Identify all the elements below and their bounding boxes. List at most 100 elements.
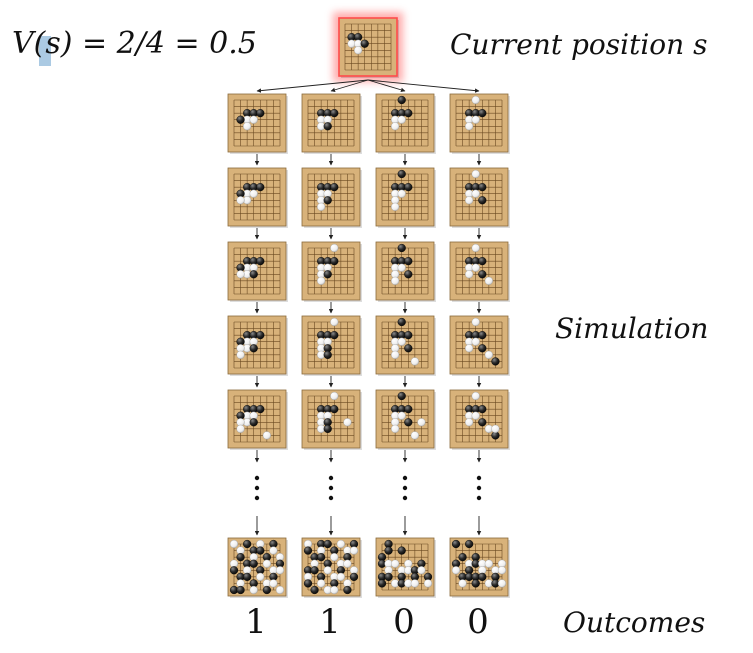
white-stone xyxy=(471,115,480,124)
black-stone xyxy=(249,559,258,568)
black-stone xyxy=(397,391,406,401)
ellipsis-dot xyxy=(402,495,408,501)
ellipsis-dot xyxy=(328,495,334,501)
black-stone xyxy=(256,331,265,340)
sim-board-c2-r3 xyxy=(301,241,362,302)
black-stone xyxy=(404,257,413,266)
black-stone xyxy=(397,243,406,253)
black-stone xyxy=(303,579,313,588)
white-stone xyxy=(465,270,474,279)
black-stone xyxy=(397,546,406,555)
sim-board-c3-r3 xyxy=(375,241,436,302)
outcomes-label: Outcomes xyxy=(563,606,706,639)
white-stone xyxy=(236,424,245,433)
sim-board-c1-r4 xyxy=(227,315,288,376)
black-stone xyxy=(377,579,387,588)
white-stone xyxy=(471,189,480,198)
board-surface xyxy=(375,93,435,153)
root-board xyxy=(338,17,399,78)
black-stone xyxy=(478,270,487,279)
sim-board-c4-r4 xyxy=(449,315,510,376)
black-stone xyxy=(478,344,487,353)
black-stone xyxy=(384,546,393,555)
sim-board-c3-r4 xyxy=(375,315,436,376)
sim-board-c2-r5 xyxy=(301,389,362,450)
black-stone xyxy=(330,183,339,192)
tree-arrow-to-col-2 xyxy=(330,79,369,93)
black-stone xyxy=(330,405,339,414)
board-surface xyxy=(449,241,509,301)
white-stone xyxy=(417,566,426,575)
black-stone xyxy=(236,115,245,124)
black-stone xyxy=(478,257,487,266)
black-stone xyxy=(323,270,332,279)
black-stone xyxy=(243,539,252,549)
black-stone xyxy=(303,546,313,555)
white-stone xyxy=(497,566,507,575)
black-stone xyxy=(404,331,413,340)
white-stone xyxy=(471,263,480,272)
white-stone xyxy=(317,579,326,588)
ellipsis-dot xyxy=(254,495,260,501)
final-board-c3 xyxy=(375,537,436,598)
white-stone xyxy=(236,196,245,205)
final-board-c4 xyxy=(449,537,510,598)
black-stone xyxy=(404,344,413,353)
black-stone xyxy=(478,183,487,192)
outcome-value-2: 1 xyxy=(319,602,341,642)
black-stone xyxy=(478,572,487,581)
white-stone xyxy=(410,431,419,440)
white-stone xyxy=(484,559,493,568)
black-stone xyxy=(478,418,487,427)
black-stone xyxy=(384,572,393,581)
white-stone xyxy=(465,418,474,427)
sim-board-c2-r1 xyxy=(301,93,362,154)
white-stone xyxy=(262,431,271,440)
ellipsis-dot xyxy=(476,475,482,481)
white-stone xyxy=(236,270,245,279)
black-stone xyxy=(249,418,258,427)
black-stone xyxy=(397,317,406,327)
black-stone xyxy=(323,196,332,205)
board-surface xyxy=(375,537,435,597)
ellipsis-dot xyxy=(254,475,260,481)
white-stone xyxy=(336,539,345,549)
white-stone xyxy=(269,546,278,555)
white-stone xyxy=(229,539,239,549)
white-stone xyxy=(391,202,400,211)
sim-board-c3-r5 xyxy=(375,389,436,450)
black-stone xyxy=(262,585,271,595)
white-stone xyxy=(410,357,419,366)
board-surface xyxy=(227,93,287,153)
black-stone xyxy=(256,405,265,414)
white-stone xyxy=(330,391,339,401)
white-stone xyxy=(484,350,493,359)
white-stone xyxy=(330,553,339,562)
board-surface xyxy=(227,537,287,597)
tree-arrow-to-col-3 xyxy=(367,79,406,93)
black-stone xyxy=(323,122,332,131)
white-stone xyxy=(391,559,400,568)
board-surface xyxy=(227,167,287,227)
white-stone xyxy=(497,579,507,588)
white-stone xyxy=(343,418,352,427)
sim-board-c4-r1 xyxy=(449,93,510,154)
black-stone xyxy=(397,169,406,179)
board-surface xyxy=(449,389,509,449)
outcome-value-4: 0 xyxy=(467,602,489,642)
final-board-c1 xyxy=(227,537,288,598)
ellipsis-dot xyxy=(328,485,334,491)
tree-arrow-to-col-1 xyxy=(256,79,369,93)
white-stone xyxy=(330,317,339,327)
white-stone xyxy=(451,566,461,575)
sim-board-c2-r4 xyxy=(301,315,362,376)
white-stone xyxy=(275,585,285,595)
ellipsis-dot xyxy=(476,495,482,501)
white-stone xyxy=(410,579,419,588)
white-stone xyxy=(330,585,339,595)
black-stone xyxy=(404,183,413,192)
black-stone xyxy=(491,357,500,366)
board-surface xyxy=(449,537,509,597)
ellipsis-dot xyxy=(476,485,482,491)
